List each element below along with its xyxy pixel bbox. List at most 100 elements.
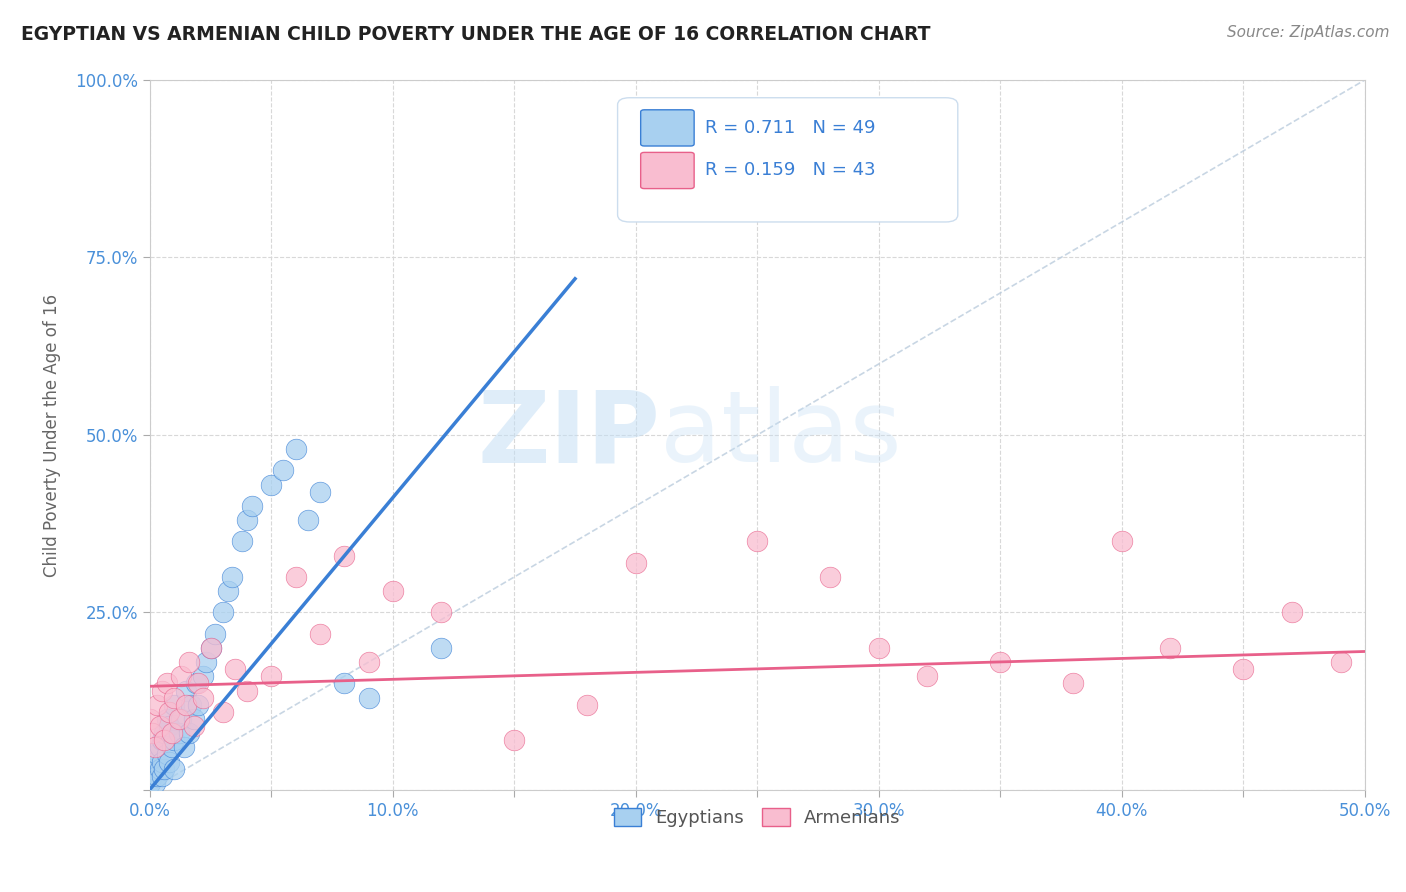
Point xyxy=(260,669,283,683)
Point xyxy=(204,626,226,640)
Point xyxy=(1159,640,1181,655)
Point xyxy=(236,513,259,527)
Point xyxy=(273,463,295,477)
Point xyxy=(167,726,190,740)
Point xyxy=(157,705,180,719)
Point xyxy=(153,733,176,747)
Point xyxy=(141,769,163,783)
Point xyxy=(193,690,215,705)
Point xyxy=(146,769,169,783)
Point xyxy=(160,726,183,740)
Point xyxy=(224,662,246,676)
Point xyxy=(143,755,166,769)
Point xyxy=(211,606,233,620)
Point xyxy=(143,740,166,755)
Point xyxy=(430,640,453,655)
Point xyxy=(146,747,169,762)
Point xyxy=(180,698,202,712)
Point xyxy=(160,740,183,755)
Point xyxy=(1281,606,1303,620)
Point xyxy=(148,719,170,733)
Point xyxy=(150,755,173,769)
Point xyxy=(333,549,356,563)
Point xyxy=(156,676,179,690)
Point xyxy=(240,499,263,513)
Y-axis label: Child Poverty Under the Age of 16: Child Poverty Under the Age of 16 xyxy=(44,293,60,576)
Point xyxy=(231,534,253,549)
Point xyxy=(150,769,173,783)
Point xyxy=(357,690,380,705)
Point xyxy=(173,740,195,755)
Legend: Egyptians, Armenians: Egyptians, Armenians xyxy=(607,800,908,834)
Point xyxy=(200,640,222,655)
Text: Source: ZipAtlas.com: Source: ZipAtlas.com xyxy=(1226,25,1389,40)
Point xyxy=(184,676,207,690)
Point xyxy=(174,683,197,698)
Point xyxy=(1329,655,1351,669)
Point xyxy=(200,640,222,655)
Point xyxy=(381,584,404,599)
Point xyxy=(503,733,526,747)
Point xyxy=(156,747,179,762)
Point xyxy=(150,733,173,747)
Point xyxy=(183,719,205,733)
Point xyxy=(193,669,215,683)
Point xyxy=(163,698,186,712)
Point xyxy=(167,712,190,726)
Point xyxy=(624,556,647,570)
Point xyxy=(988,655,1011,669)
Point xyxy=(170,669,193,683)
Point xyxy=(143,776,166,790)
Point xyxy=(357,655,380,669)
Point xyxy=(156,712,179,726)
Point xyxy=(157,719,180,733)
Point xyxy=(217,584,239,599)
Point xyxy=(170,712,193,726)
Point xyxy=(260,477,283,491)
Point xyxy=(747,534,769,549)
Point xyxy=(146,698,169,712)
Point xyxy=(309,626,332,640)
Point xyxy=(153,762,176,776)
Point xyxy=(309,484,332,499)
Point xyxy=(187,676,209,690)
Point xyxy=(150,683,173,698)
Point xyxy=(177,655,200,669)
Point xyxy=(430,606,453,620)
Point xyxy=(576,698,599,712)
Point xyxy=(917,669,939,683)
Point xyxy=(183,712,205,726)
Point xyxy=(221,570,243,584)
FancyBboxPatch shape xyxy=(617,98,957,222)
Text: R = 0.159   N = 43: R = 0.159 N = 43 xyxy=(704,161,876,179)
Text: ZIP: ZIP xyxy=(477,386,659,483)
Point xyxy=(163,762,186,776)
Point xyxy=(1111,534,1133,549)
Point xyxy=(177,726,200,740)
Point xyxy=(211,705,233,719)
Point xyxy=(148,740,170,755)
Text: atlas: atlas xyxy=(659,386,901,483)
Point xyxy=(163,733,186,747)
Point xyxy=(187,698,209,712)
Point xyxy=(284,442,307,457)
Point xyxy=(139,776,162,790)
Point xyxy=(141,726,163,740)
Point xyxy=(174,698,197,712)
Point xyxy=(868,640,890,655)
Point xyxy=(157,755,180,769)
Point xyxy=(141,762,163,776)
Point xyxy=(333,676,356,690)
Point xyxy=(153,726,176,740)
Point xyxy=(1062,676,1084,690)
Point xyxy=(818,570,841,584)
FancyBboxPatch shape xyxy=(641,153,695,188)
Text: EGYPTIAN VS ARMENIAN CHILD POVERTY UNDER THE AGE OF 16 CORRELATION CHART: EGYPTIAN VS ARMENIAN CHILD POVERTY UNDER… xyxy=(21,25,931,44)
Point xyxy=(194,655,217,669)
Point xyxy=(163,690,186,705)
Point xyxy=(148,762,170,776)
Point xyxy=(297,513,319,527)
Text: R = 0.711   N = 49: R = 0.711 N = 49 xyxy=(704,119,876,136)
Point xyxy=(236,683,259,698)
Point xyxy=(284,570,307,584)
